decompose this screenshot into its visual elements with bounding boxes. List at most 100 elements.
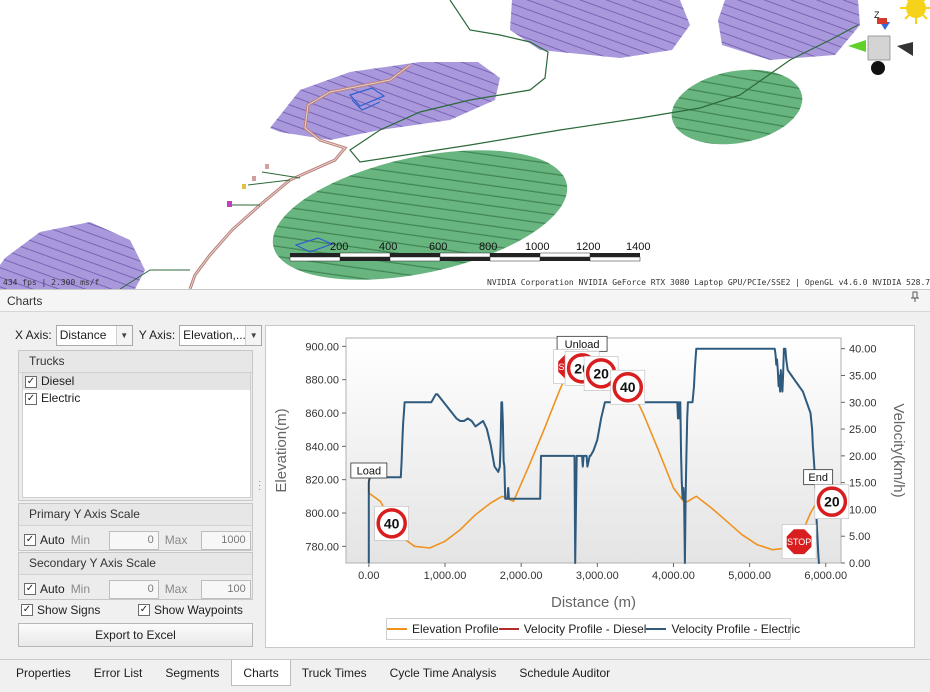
y-axis-title: Elevation(m) [273,408,290,492]
pin-icon[interactable] [910,290,920,312]
3d-viewport[interactable]: Z 200 400 600 800 1000 1200 1400 434 fps… [0,0,930,289]
show-waypoints-checkbox[interactable]: ✓ [138,604,150,616]
x-axis-select[interactable]: Distance ▼ [55,324,133,346]
scale-label: 1000 [525,241,550,253]
y2-tick-label: 35.00 [849,371,877,383]
export-to-excel-button[interactable]: Export to Excel [18,623,253,647]
primary-scale-title: Primary Y Axis Scale [19,504,252,526]
green-pit-large [272,150,568,280]
legend-item-elevation: Elevation Profile [387,622,499,636]
primary-max-field[interactable]: 1000 [200,530,251,550]
tab-error-list[interactable]: Error List [93,666,143,680]
legend-label: Velocity Profile - Diesel [523,622,647,636]
y2-tick-label: 20.00 [849,451,877,463]
tab-charts[interactable]: Charts [231,660,291,686]
show-signs-checkbox[interactable]: ✓ [21,604,33,616]
speed-limit-sign-icon: 40 [610,369,646,405]
legend-item-electric: Velocity Profile - Electric [646,622,800,636]
y-tick-label: 900.00 [305,341,339,353]
sign-text: 20 [824,494,840,510]
speed-limit-sign-icon: 40 [374,506,409,541]
truck-label: Diesel [41,374,75,388]
tab-properties[interactable]: Properties [16,666,71,680]
fps-readout: 434 fps | 2.300 ms/f [3,278,100,287]
sign-text: 20 [593,365,609,381]
x-tick-label: 4,000.00 [652,570,695,582]
secondary-scale-group: Secondary Y Axis Scale ✓ Auto Min 0 Max … [18,552,253,600]
sign-text: 40 [620,379,636,395]
legend-label: Elevation Profile [412,622,499,636]
y2-axis-title: Velocity(km/h) [890,403,907,497]
primary-scale-group: Primary Y Axis Scale ✓ Auto Min 0 Max 10… [18,503,253,551]
x-tick-label: 3,000.00 [576,570,619,582]
primary-max-label: Max [164,533,188,547]
annotation-label: Load [357,466,381,478]
x-axis-value: Distance [59,327,107,342]
show-signs-option[interactable]: ✓ Show Signs [21,603,100,617]
legend-swatch [498,628,519,630]
chart-area[interactable]: 0.00 1,000.00 2,000.00 3,000.00 4,000.00 5,00… [265,325,915,648]
show-waypoints-option[interactable]: ✓ Show Waypoints [138,603,243,617]
y-tick-label: 820.00 [305,475,339,487]
green-pit-small [671,69,803,145]
y2-tick-label: 0.00 [849,558,870,570]
annotation-label: Unload [565,339,600,351]
splitter-handle[interactable]: · · · [258,476,262,495]
purple-pit-right [718,0,860,60]
x-axis-label: X Axis: [15,328,52,342]
y-axis-select[interactable]: Elevation,... ▼ [179,324,263,346]
chart-svg: 0.00 1,000.00 2,000.00 3,000.00 4,000.00 5,00… [273,335,907,611]
truck-label: Electric [41,391,81,405]
y2-tick-label: 5.00 [849,531,870,543]
chevron-down-icon[interactable]: ▼ [245,325,262,345]
chevron-down-icon[interactable]: ▼ [115,325,132,345]
nav-axis-label: Z [874,10,880,20]
legend-swatch [646,628,667,630]
tab-truck-times[interactable]: Truck Times [301,666,367,680]
y-tick-label: 860.00 [305,408,339,420]
secondary-scale-title: Secondary Y Axis Scale [19,553,252,575]
y2-tick-label: 30.00 [849,397,877,409]
y-tick-label: 800.00 [305,508,339,520]
mine-scene: Z [0,0,930,289]
secondary-scale-row: ✓ Auto Min 0 Max 100 [22,579,251,599]
truck-wireframe [294,87,386,253]
speed-ring [612,371,644,403]
tab-schedule-auditor[interactable]: Schedule Auditor [519,666,611,680]
gpu-info: NVIDIA Corporation NVIDIA GeForce RTX 30… [487,278,930,287]
trucks-group: Trucks ✓ Diesel ✓ Electric [18,350,253,501]
speed-ring [816,486,848,517]
y-axis-value: Elevation,... [183,327,246,342]
list-item[interactable]: ✓ Electric [23,390,250,407]
sign-text: 40 [384,515,400,531]
legend-swatch [387,628,407,630]
tab-cycle-time-analysis[interactable]: Cycle Time Analysis [389,666,497,680]
x-tick-label: 1,000.00 [424,570,467,582]
tab-segments[interactable]: Segments [165,666,220,680]
y2-tick-label: 15.00 [849,478,877,490]
y2-tick-label: 25.00 [849,424,877,436]
scale-label: 600 [429,241,448,253]
sign-text: STOP [787,537,811,547]
purple-pit-left [0,222,145,289]
show-waypoints-label: Show Waypoints [154,603,243,617]
primary-auto-checkbox[interactable]: ✓ [24,534,36,546]
x-tick-label: 6,000.00 [804,570,847,582]
stop-sign-icon: STOP [781,524,817,559]
diesel-checkbox[interactable]: ✓ [25,375,37,388]
bottom-tab-bar: Properties Error List Segments Charts Tr… [0,659,930,692]
secondary-auto-checkbox[interactable]: ✓ [24,583,36,595]
speed-limit-sign-icon: 20 [814,484,850,519]
secondary-min-field[interactable]: 0 [108,579,159,599]
y-axis-label: Y Axis: [138,328,176,342]
secondary-max-field[interactable]: 100 [200,579,251,599]
scale-label: 1200 [576,241,601,253]
electric-checkbox[interactable]: ✓ [25,392,37,405]
panel-header: Charts [0,290,930,312]
haul-roads [119,0,859,289]
charts-panel: Charts X Axis: Distance ▼ Y Axis: Elevat… [0,289,930,659]
primary-min-field[interactable]: 0 [108,530,159,550]
x-tick-label: 0.00 [358,570,379,582]
list-item[interactable]: ✓ Diesel [23,373,250,390]
x-tick-label: 5,000.00 [728,570,771,582]
